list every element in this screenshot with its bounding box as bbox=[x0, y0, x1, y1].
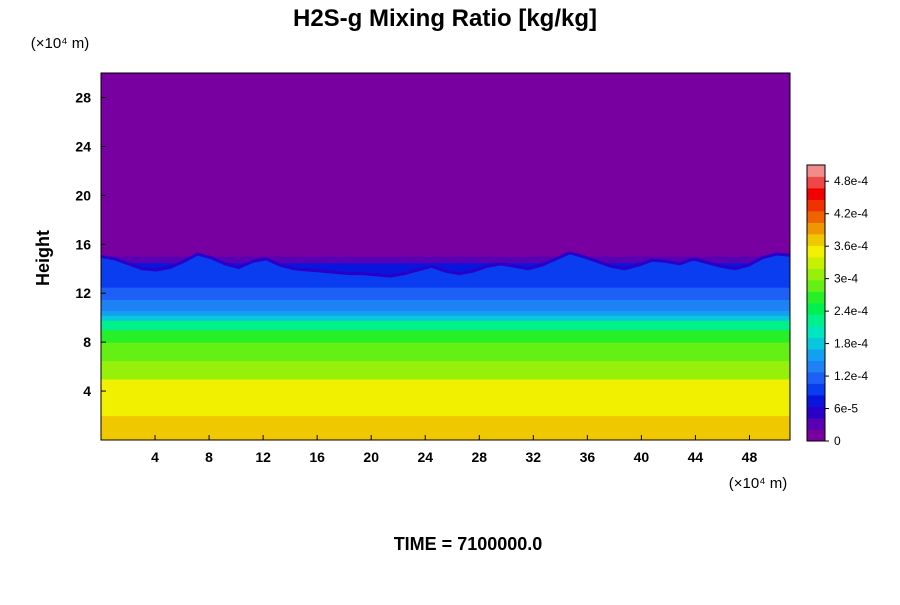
field-band bbox=[101, 360, 790, 380]
colorbar-tick-label: 3e-4 bbox=[834, 272, 858, 286]
colorbar-segment bbox=[807, 337, 825, 350]
field-band bbox=[101, 256, 790, 264]
colorbar-segment bbox=[807, 188, 825, 200]
colorbar-segment bbox=[807, 199, 825, 212]
field-band bbox=[101, 378, 790, 411]
field-band bbox=[101, 310, 790, 316]
colorbar-segment bbox=[807, 418, 825, 430]
y-tick-label: 8 bbox=[83, 334, 91, 350]
field-band bbox=[101, 415, 790, 440]
colorbar-segment bbox=[807, 176, 825, 189]
x-tick-label: 32 bbox=[526, 449, 542, 465]
colorbar-segment bbox=[807, 406, 825, 419]
field-band bbox=[101, 315, 790, 321]
colorbar-segment bbox=[807, 222, 825, 235]
y-tick-label: 24 bbox=[75, 138, 91, 154]
y-tick-label: 20 bbox=[75, 187, 91, 203]
colorbar-frame bbox=[806, 164, 826, 442]
time-label: TIME = 7100000.0 bbox=[394, 534, 543, 554]
y-tick-label: 12 bbox=[75, 285, 91, 301]
colorbar-segment bbox=[807, 257, 825, 269]
colorbar-segment bbox=[807, 280, 825, 292]
colorbar-tick-label: 4.2e-4 bbox=[834, 207, 868, 221]
y-tick-label: 4 bbox=[83, 383, 91, 399]
colorbar-segment bbox=[807, 326, 825, 338]
colorbar-segment bbox=[807, 303, 825, 315]
colorbar-segment bbox=[807, 268, 825, 281]
x-tick-label: 20 bbox=[363, 449, 379, 465]
plot-frame bbox=[100, 72, 791, 441]
field-band bbox=[101, 320, 790, 331]
field-band bbox=[101, 299, 790, 311]
x-tick-label: 4 bbox=[151, 449, 159, 465]
colorbar-segment bbox=[807, 234, 825, 246]
colorbar-segment bbox=[807, 291, 825, 304]
colorbar-segment bbox=[807, 349, 825, 361]
x-tick-label: 48 bbox=[742, 449, 758, 465]
colorbar-tick-label: 3.6e-4 bbox=[834, 239, 868, 253]
x-tick-label: 36 bbox=[580, 449, 596, 465]
field-band bbox=[101, 342, 790, 362]
interface-region bbox=[101, 252, 790, 288]
colorbar bbox=[806, 164, 826, 442]
y-axis-label: Height bbox=[33, 230, 53, 286]
colorbar-tick-label: 1.8e-4 bbox=[834, 337, 868, 351]
field-band bbox=[101, 287, 790, 300]
colorbar-segment bbox=[807, 383, 825, 396]
colorbar-segment bbox=[807, 165, 825, 177]
mixing-interface bbox=[101, 251, 790, 278]
chart-title: H2S-g Mixing Ratio [kg/kg] bbox=[293, 5, 597, 32]
colorbar-segment bbox=[807, 245, 825, 258]
plot-area bbox=[101, 73, 790, 440]
field-bands bbox=[101, 252, 790, 440]
colorbar-segment bbox=[807, 314, 825, 327]
y-tick-label: 28 bbox=[75, 89, 91, 105]
colorbar-tick-label: 1.2e-4 bbox=[834, 369, 868, 383]
x-ticks: 4 8 12 16 20 24 28 32 36 40 44 48 bbox=[151, 435, 757, 465]
x-tick-label: 8 bbox=[205, 449, 213, 465]
x-tick-label: 28 bbox=[471, 449, 487, 465]
colorbar-ticks: 0 6e-5 1.2e-4 1.8e-4 2.4e-4 3e-4 3.6e-4 4.2e-4 4… bbox=[825, 174, 868, 448]
y-tick-label: 16 bbox=[75, 236, 91, 252]
x-axis-unit: (×10⁴ m) bbox=[729, 475, 788, 492]
y-ticks: 4 8 12 16 20 24 28 bbox=[75, 89, 106, 399]
field-band bbox=[101, 329, 790, 343]
x-tick-label: 12 bbox=[255, 449, 271, 465]
colorbar-tick-label: 2.4e-4 bbox=[834, 304, 868, 318]
colorbar-segment bbox=[807, 360, 825, 373]
colorbar-segment bbox=[807, 429, 825, 442]
y-axis-unit: (×10⁴ m) bbox=[31, 35, 90, 52]
x-tick-label: 44 bbox=[688, 449, 704, 465]
colorbar-segment bbox=[807, 211, 825, 223]
colorbar-tick-label: 0 bbox=[834, 434, 841, 448]
x-tick-label: 40 bbox=[634, 449, 650, 465]
colorbar-tick-label: 6e-5 bbox=[834, 402, 858, 416]
x-tick-label: 16 bbox=[309, 449, 325, 465]
colorbar-tick-label: 4.8e-4 bbox=[834, 174, 868, 188]
x-tick-label: 24 bbox=[417, 449, 433, 465]
colorbar-segment bbox=[807, 372, 825, 384]
colorbar-segment bbox=[807, 395, 825, 407]
field-band bbox=[101, 409, 790, 417]
